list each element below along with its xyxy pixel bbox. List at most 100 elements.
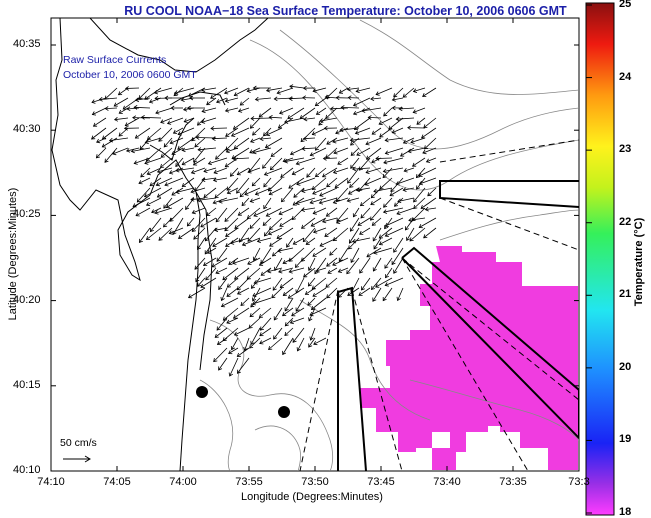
current-vector-head — [212, 199, 217, 205]
current-vector-head — [273, 316, 278, 321]
current-vector — [347, 87, 360, 90]
current-vector-head — [216, 341, 222, 345]
current-vector — [145, 137, 162, 143]
current-vector — [423, 227, 437, 239]
current-vector-head — [171, 191, 176, 196]
current-vector-head — [213, 227, 219, 233]
current-vector — [427, 187, 437, 197]
current-vector-head — [249, 313, 254, 318]
current-vector-head — [156, 168, 162, 174]
y-tick-label: 40:15 — [13, 378, 41, 391]
current-vector-head — [350, 141, 355, 146]
current-vector-head — [155, 110, 160, 115]
current-vector-head — [361, 286, 365, 291]
current-vector — [389, 187, 404, 196]
current-vector-head — [247, 260, 252, 265]
current-vector-head — [145, 201, 151, 207]
current-vector — [339, 87, 349, 94]
current-vector — [373, 237, 382, 250]
current-vector-head — [220, 303, 226, 308]
current-vector-head — [350, 151, 355, 156]
current-vector-head — [278, 210, 283, 216]
current-vector-head — [252, 131, 257, 136]
current-vector — [156, 177, 173, 186]
current-vector-head — [393, 93, 398, 98]
current-vector — [233, 307, 250, 319]
current-vector-head — [243, 346, 248, 352]
current-vector — [308, 277, 316, 287]
figure-title-text: RU COOL NOAA−18 Sea Surface Temperature:… — [124, 4, 567, 18]
current-vector-head — [292, 240, 297, 245]
current-vector-head — [336, 217, 341, 222]
figure-title: RU COOL NOAA−18 Sea Surface Temperature:… — [0, 4, 651, 18]
current-vector — [249, 307, 261, 318]
current-vector — [326, 177, 338, 188]
current-vector — [227, 277, 239, 288]
current-vector-head — [224, 163, 229, 168]
current-vector — [272, 277, 283, 291]
current-vector — [313, 207, 327, 214]
current-vector — [422, 147, 437, 154]
current-vector — [264, 167, 283, 176]
current-vector — [372, 227, 382, 242]
current-vector — [193, 227, 206, 240]
current-vector — [225, 127, 239, 137]
current-vector — [147, 167, 162, 175]
current-vector-head — [399, 152, 405, 157]
current-vector-head — [228, 350, 233, 355]
current-vector — [132, 197, 151, 207]
current-vector — [347, 287, 360, 296]
current-vector — [234, 217, 250, 229]
current-vector — [283, 287, 294, 296]
sector-dash-6 — [351, 289, 403, 471]
current-vector-head — [349, 227, 354, 232]
current-vector — [422, 87, 437, 97]
x-axis-title: Longitude (Degrees:Minutes) — [241, 491, 383, 503]
current-vector-head — [250, 116, 255, 121]
current-vector — [400, 147, 415, 157]
current-vector-head — [162, 223, 168, 228]
current-vector-head — [273, 96, 278, 102]
current-vector — [138, 177, 151, 184]
current-vector-head — [236, 189, 241, 194]
current-vector — [194, 257, 206, 270]
current-vector-head — [212, 177, 218, 183]
current-vector — [359, 257, 371, 274]
current-vector-head — [311, 131, 316, 136]
current-vector-head — [391, 97, 396, 102]
station-dot-2 — [278, 406, 290, 418]
current-vector-head — [104, 106, 109, 111]
current-vector-head — [301, 188, 306, 193]
current-vector-head — [104, 158, 109, 163]
current-vector-head — [375, 156, 380, 161]
current-vector — [396, 177, 415, 185]
current-vector-head — [303, 116, 308, 122]
current-vector — [105, 107, 118, 109]
current-vector-head — [410, 139, 415, 144]
current-vector — [370, 207, 382, 221]
current-vector — [307, 297, 316, 306]
current-vector-head — [301, 146, 306, 151]
current-vector-head — [379, 133, 384, 138]
current-vector-head — [250, 340, 255, 346]
current-vector-head — [397, 198, 402, 204]
current-vector-head — [203, 193, 208, 198]
current-vector-head — [263, 205, 268, 210]
current-vector — [295, 197, 316, 205]
current-vector-head — [112, 150, 117, 156]
current-vector-head — [91, 99, 96, 104]
current-vector — [93, 117, 107, 127]
current-vector-head — [338, 257, 343, 262]
current-vector-head — [215, 269, 220, 275]
current-vector — [316, 267, 327, 272]
current-vector — [358, 177, 371, 192]
current-vector — [212, 137, 228, 140]
colorbar-tick-label: 23 — [619, 143, 632, 156]
current-vector — [223, 307, 239, 321]
bathy-1 — [249, 39, 579, 191]
current-vector-head — [382, 174, 387, 179]
current-vector — [346, 257, 360, 274]
current-vector — [295, 277, 305, 294]
current-vector — [372, 217, 382, 226]
current-vector — [192, 207, 206, 214]
